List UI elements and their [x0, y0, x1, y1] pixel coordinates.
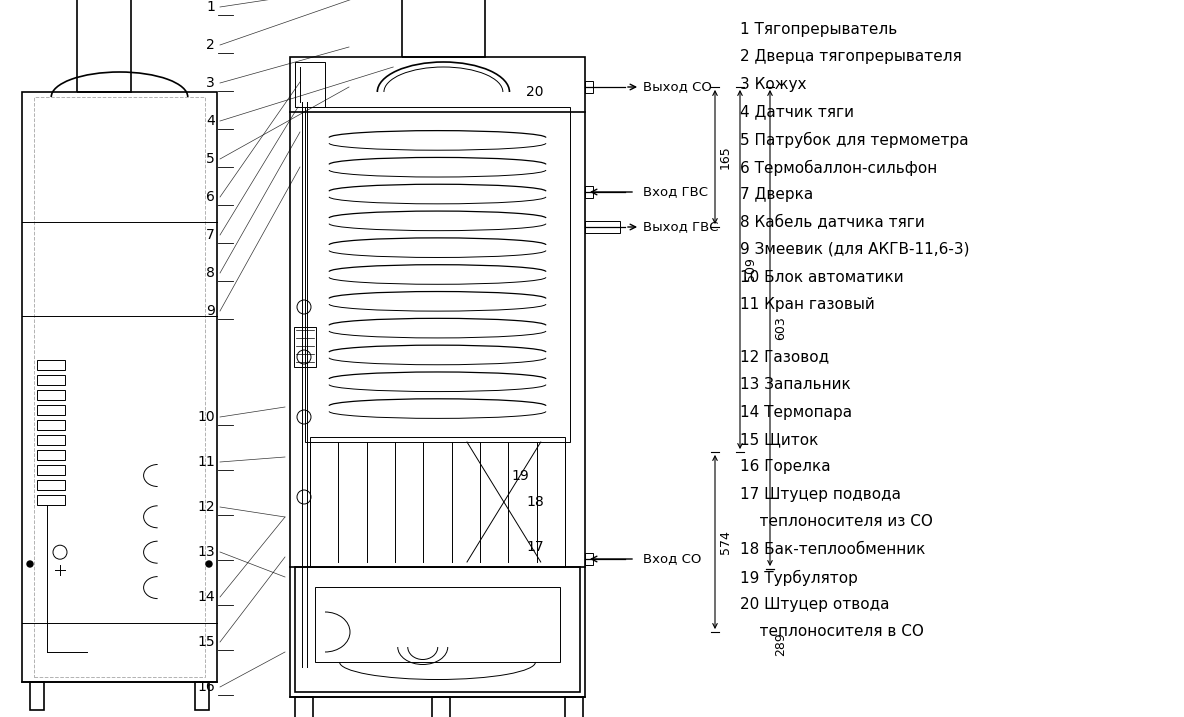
Text: 13 Запальник: 13 Запальник: [740, 377, 851, 392]
Text: 8 Кабель датчика тяги: 8 Кабель датчика тяги: [740, 214, 925, 229]
Bar: [305, 107, 570, 442]
Bar: [37, 465, 65, 475]
Bar: [37, 495, 65, 505]
Text: 17 Штуцер подвода: 17 Штуцер подвода: [740, 487, 901, 502]
Text: 16: 16: [198, 680, 215, 694]
Text: 14: 14: [198, 590, 215, 604]
Bar: [195, 682, 210, 710]
Text: 16 Горелка: 16 Горелка: [740, 460, 831, 475]
Text: 12 Газовод: 12 Газовод: [740, 349, 829, 364]
Text: 20 Штуцер отвода: 20 Штуцер отвода: [740, 597, 889, 612]
Bar: [37, 375, 65, 385]
Text: 5: 5: [206, 152, 215, 166]
Bar: [22, 92, 217, 682]
Text: 19 Турбулятор: 19 Турбулятор: [740, 569, 858, 586]
Text: 4 Датчик тяги: 4 Датчик тяги: [740, 105, 854, 120]
Bar: [37, 420, 65, 430]
Text: 10: 10: [198, 410, 215, 424]
Bar: [34, 97, 205, 677]
Text: 11: 11: [198, 455, 215, 469]
Text: 20: 20: [526, 85, 543, 99]
Bar: [37, 360, 65, 370]
Text: 7 Дверка: 7 Дверка: [740, 187, 813, 202]
Text: Выход СО: Выход СО: [643, 80, 712, 93]
Text: 1: 1: [206, 0, 215, 14]
Text: Вход ГВС: Вход ГВС: [643, 186, 708, 199]
Text: 3 Кожух: 3 Кожух: [740, 77, 806, 92]
Text: 12: 12: [198, 500, 215, 514]
Text: 14 Термопара: 14 Термопара: [740, 404, 852, 419]
Bar: [310, 437, 565, 567]
Bar: [585, 221, 620, 233]
Text: 15: 15: [198, 635, 215, 649]
Bar: [77, 0, 131, 92]
Text: 18 Бак-теплообменник: 18 Бак-теплообменник: [740, 542, 926, 557]
Text: 289: 289: [774, 632, 787, 656]
Circle shape: [27, 561, 33, 567]
Bar: [585, 553, 593, 565]
Bar: [30, 682, 44, 710]
Bar: [432, 697, 450, 717]
Text: 8: 8: [206, 266, 215, 280]
Text: 6 Термобаллон-сильфон: 6 Термобаллон-сильфон: [740, 159, 938, 176]
Bar: [295, 62, 324, 107]
Bar: [295, 567, 580, 692]
Text: 18: 18: [526, 495, 543, 509]
Text: 1 Тягопрерыватель: 1 Тягопрерыватель: [740, 22, 897, 37]
Text: 574: 574: [719, 530, 732, 554]
Text: теплоносителя в СО: теплоносителя в СО: [740, 625, 924, 640]
Bar: [403, 0, 484, 57]
Text: 11 Кран газовый: 11 Кран газовый: [740, 297, 875, 312]
Bar: [585, 81, 593, 93]
Text: 13: 13: [198, 545, 215, 559]
Text: теплоносителя из СО: теплоносителя из СО: [740, 515, 933, 529]
Text: Вход СО: Вход СО: [643, 553, 701, 566]
Text: 2 Дверца тягопрерывателя: 2 Дверца тягопрерывателя: [740, 49, 961, 65]
Text: 3: 3: [206, 76, 215, 90]
Text: 5 Патрубок для термометра: 5 Патрубок для термометра: [740, 132, 969, 148]
Text: 17: 17: [526, 540, 543, 554]
Bar: [37, 450, 65, 460]
Bar: [37, 435, 65, 445]
Text: 10 Блок автоматики: 10 Блок автоматики: [740, 270, 903, 285]
Text: 4: 4: [206, 114, 215, 128]
Text: 6: 6: [206, 190, 215, 204]
Text: 2: 2: [206, 38, 215, 52]
Bar: [565, 697, 583, 717]
Text: 165: 165: [719, 145, 732, 169]
Bar: [315, 587, 560, 662]
Bar: [585, 186, 593, 198]
Text: 19: 19: [511, 469, 529, 483]
Text: 509: 509: [744, 257, 757, 282]
Bar: [295, 697, 313, 717]
Text: 7: 7: [206, 228, 215, 242]
Bar: [294, 327, 316, 367]
Text: Выход ГВС: Выход ГВС: [643, 221, 719, 234]
Text: 15 Щиток: 15 Щиток: [740, 432, 818, 447]
Bar: [37, 390, 65, 400]
Bar: [290, 57, 585, 697]
Text: 603: 603: [774, 316, 787, 340]
Bar: [37, 480, 65, 490]
Circle shape: [206, 561, 212, 567]
Bar: [37, 405, 65, 415]
Text: 9 Змеевик (для АКГВ-11,6-3): 9 Змеевик (для АКГВ-11,6-3): [740, 242, 970, 257]
Text: 9: 9: [206, 304, 215, 318]
